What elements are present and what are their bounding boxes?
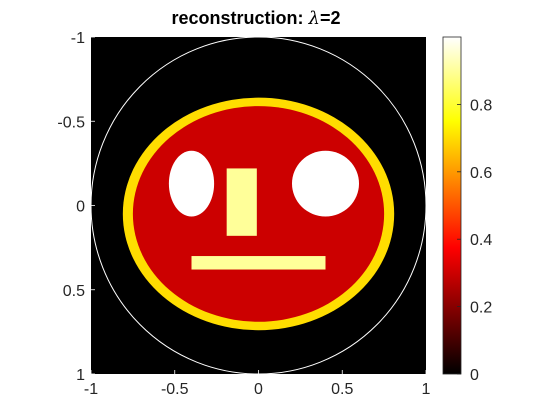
- y-axis: -1 -0.5 0 0.5 1: [57, 30, 95, 384]
- inner-ellipse: [132, 106, 385, 322]
- y-tick-label: 1: [76, 367, 85, 384]
- colorbar-tick-label: 0.4: [470, 232, 492, 249]
- mouth: [191, 256, 326, 270]
- x-axis: -1 -0.5 0 0.5 1: [84, 370, 431, 398]
- right-eye: [292, 150, 359, 217]
- colorbar-tick-label: 0.2: [470, 300, 492, 317]
- nose: [226, 168, 257, 236]
- x-tick-label: 0.5: [331, 381, 353, 398]
- left-eye: [168, 150, 215, 217]
- y-tick-label: 0: [76, 199, 85, 216]
- y-tick-label: -1: [71, 30, 85, 47]
- colorbar: 0 0.2 0.4 0.6 0.8: [442, 36, 492, 384]
- colorbar-tick-label: 0.8: [470, 97, 492, 114]
- colorbar-tick-label: 0: [470, 367, 479, 384]
- x-tick-label: 1: [422, 381, 431, 398]
- plot-area: [90, 36, 427, 375]
- colorbar-gradient: [442, 36, 462, 375]
- colorbar-ticks: 0 0.2 0.4 0.6 0.8: [457, 97, 492, 384]
- x-tick-label: -0.5: [161, 381, 189, 398]
- x-tick-label: 0: [254, 381, 263, 398]
- phantom-regions: [122, 97, 395, 331]
- x-tick-label: -1: [84, 381, 98, 398]
- y-tick-label: -0.5: [57, 114, 85, 131]
- y-tick-label: 0.5: [63, 283, 85, 300]
- chart-title: reconstruction: λ=2: [172, 8, 341, 29]
- colorbar-tick-label: 0.6: [470, 165, 492, 182]
